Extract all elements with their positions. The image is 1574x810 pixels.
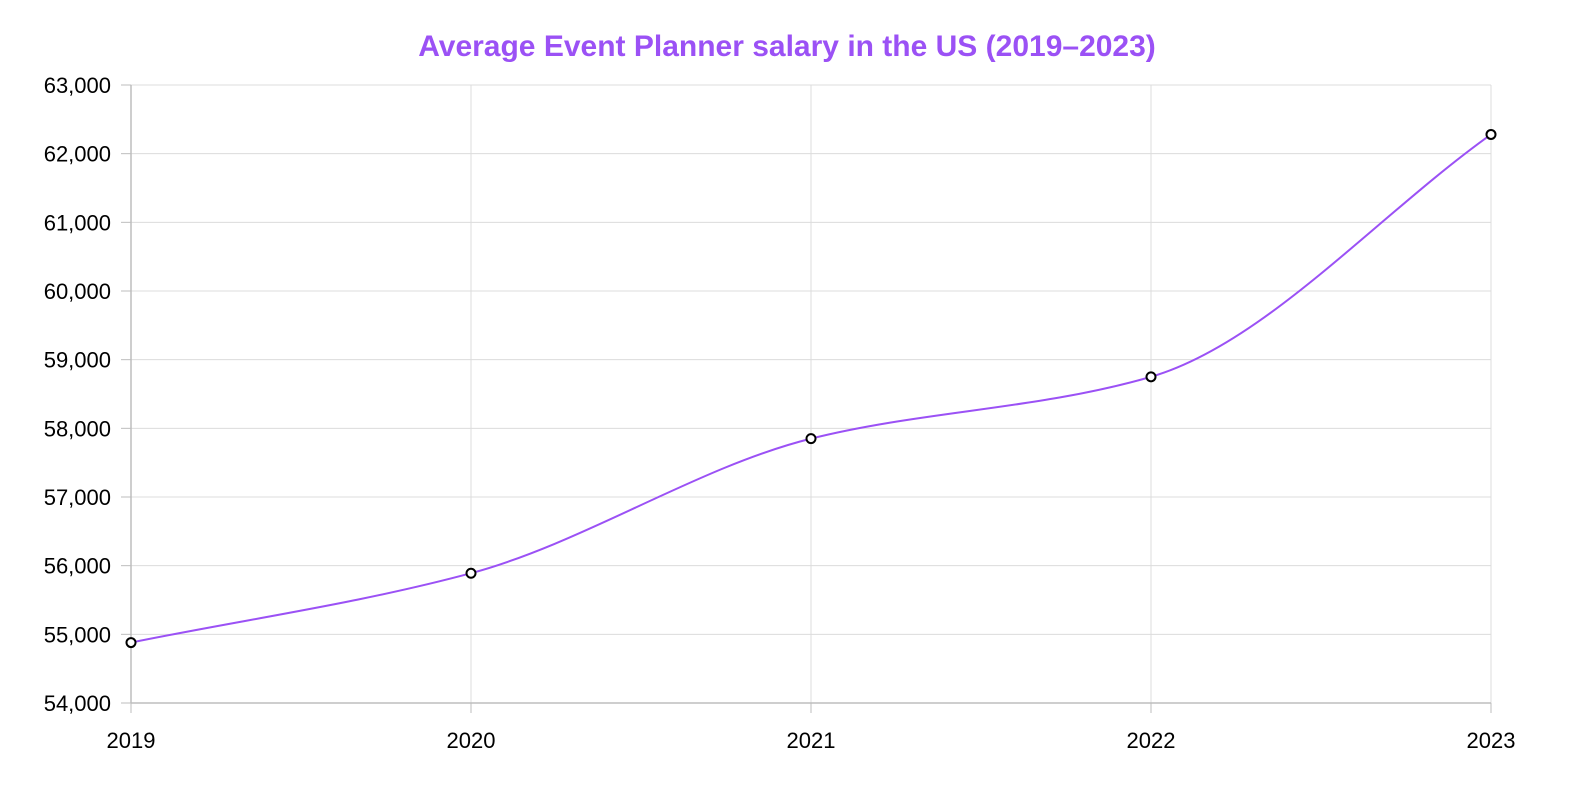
y-tick-label: 56,000 (44, 554, 111, 579)
x-tick-label: 2019 (107, 728, 156, 753)
data-point-2023[interactable] (1485, 128, 1497, 140)
y-tick-label: 58,000 (44, 416, 111, 441)
y-tick-label: 59,000 (44, 348, 111, 373)
y-tick-label: 55,000 (44, 622, 111, 647)
chart-title: Average Event Planner salary in the US (… (418, 30, 1156, 63)
x-tick-label: 2022 (1127, 728, 1176, 753)
y-tick-label: 54,000 (44, 691, 111, 716)
y-tick-label: 60,000 (44, 279, 111, 304)
x-tick-label: 2020 (447, 728, 496, 753)
data-point-2019[interactable] (125, 637, 137, 649)
x-tick-label: 2021 (787, 728, 836, 753)
data-point-2022[interactable] (1145, 371, 1157, 383)
y-tick-label: 57,000 (44, 485, 111, 510)
y-axis-tick-labels: 54,000 55,000 56,000 57,000 58,000 59,000 60,0… (44, 73, 111, 716)
data-point-2021[interactable] (805, 433, 817, 445)
data-point-2020[interactable] (465, 567, 477, 579)
y-tick-label: 62,000 (44, 142, 111, 167)
y-tick-label: 61,000 (44, 210, 111, 235)
data-points (125, 128, 1497, 649)
grid-lines (131, 84, 1492, 703)
axes (121, 84, 1492, 713)
x-axis-tick-labels: 2019 2020 2021 2022 2023 (107, 728, 1516, 753)
y-tick-label: 63,000 (44, 73, 111, 98)
x-tick-label: 2023 (1467, 728, 1516, 753)
